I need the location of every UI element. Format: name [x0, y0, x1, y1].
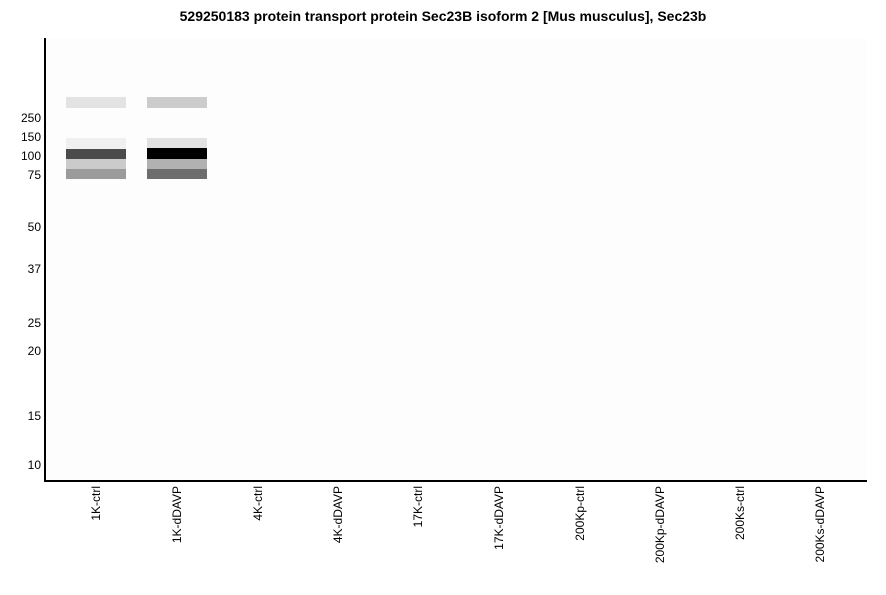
x-tick-label-200Ks-ctrl: 200Ks-ctrl [733, 486, 747, 541]
y-tick-label-50: 50 [27, 220, 41, 234]
gel-band [66, 138, 126, 149]
gel-band [147, 138, 207, 148]
gel-band [66, 149, 126, 159]
gel-band [147, 97, 207, 108]
y-tick-label-15: 15 [27, 409, 41, 423]
y-tick-label-150: 150 [20, 130, 41, 144]
gel-band [147, 148, 207, 159]
gel-band [147, 169, 207, 179]
x-tick-label-200Kp-dDAVP: 200Kp-dDAVP [653, 486, 667, 564]
y-tick-label-100: 100 [20, 149, 41, 163]
x-tick-label-1K-ctrl: 1K-ctrl [89, 486, 103, 521]
x-tick-label-4K-ctrl: 4K-ctrl [251, 486, 265, 521]
x-tick-label-1K-dDAVP: 1K-dDAVP [170, 486, 184, 544]
gel-band [66, 169, 126, 179]
y-tick-label-75: 75 [27, 168, 41, 182]
chart-title: 529250183 protein transport protein Sec2… [179, 8, 707, 24]
gel-band [66, 97, 126, 108]
gel-band [66, 159, 126, 169]
y-tick-label-25: 25 [27, 316, 41, 330]
plot-area [44, 38, 867, 482]
y-tick-label-20: 20 [27, 344, 41, 358]
gel-band [147, 159, 207, 169]
y-tick-label-37: 37 [27, 262, 41, 276]
x-tick-label-17K-ctrl: 17K-ctrl [411, 486, 425, 528]
x-tick-label-200Ks-dDAVP: 200Ks-dDAVP [813, 486, 827, 563]
x-tick-label-17K-dDAVP: 17K-dDAVP [492, 486, 506, 550]
x-tick-label-200Kp-ctrl: 200Kp-ctrl [573, 486, 587, 541]
y-tick-label-10: 10 [27, 458, 41, 472]
x-tick-label-4K-dDAVP: 4K-dDAVP [331, 486, 345, 544]
y-tick-label-250: 250 [20, 111, 41, 125]
